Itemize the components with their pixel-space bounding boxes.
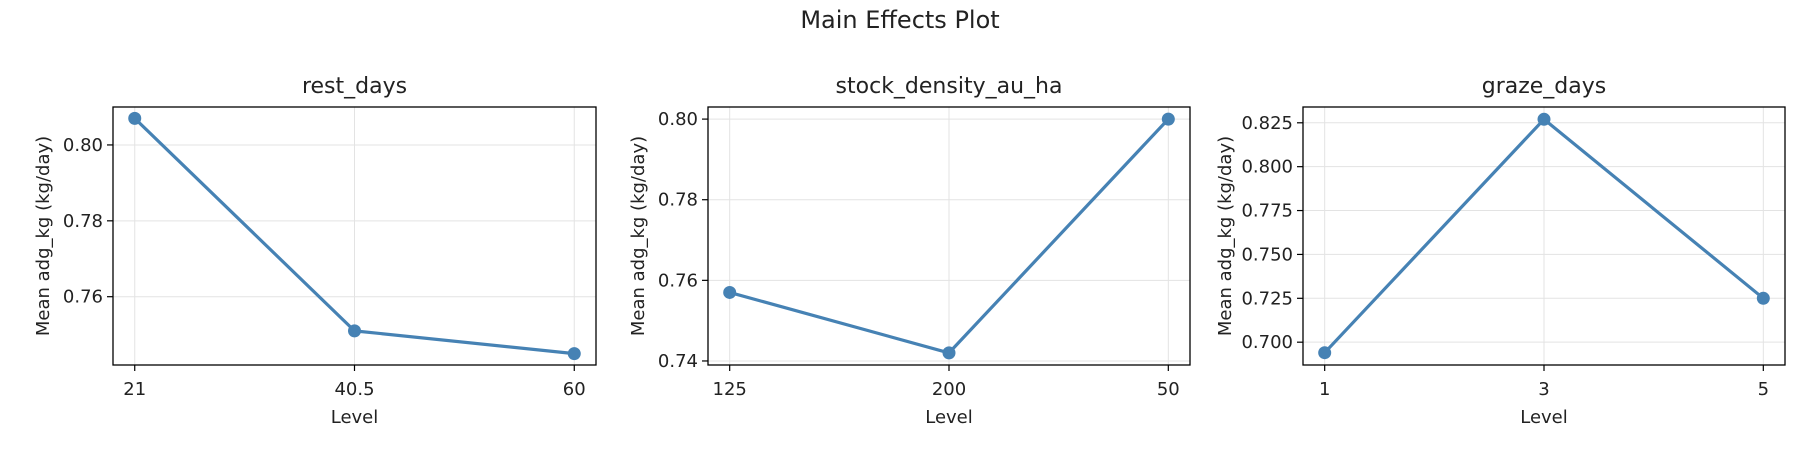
y-axis-label: Mean adg_kg (kg/day) — [628, 136, 649, 336]
panel-3: 0.700 0.725 0.750 0.775 0.800 0.825 1 3 5 graze_d… — [1215, 74, 1786, 428]
y-tick-label: 0.78 — [63, 211, 103, 232]
y-tick-label: 0.76 — [63, 287, 103, 308]
x-tick-label: 40.5 — [334, 379, 374, 400]
x-axis-label: Level — [1520, 407, 1568, 428]
panel-title: graze_days — [1482, 74, 1607, 99]
data-point — [1756, 291, 1770, 305]
panel-1: 0.76 0.78 0.80 21 40.5 60 rest_days Level Mean a… — [33, 74, 597, 428]
x-axis-label: Level — [331, 407, 379, 428]
y-tick-label: 0.74 — [658, 351, 698, 372]
y-tick-label: 0.775 — [1241, 201, 1293, 222]
data-point — [567, 347, 581, 361]
y-tick-label: 0.80 — [658, 109, 698, 130]
y-tick-label: 0.80 — [63, 135, 103, 156]
data-point — [348, 324, 361, 338]
y-tick-label: 0.825 — [1241, 113, 1293, 134]
y-tick-label: 0.700 — [1241, 332, 1293, 353]
x-tick-label: 1 — [1319, 379, 1330, 400]
data-point — [942, 346, 956, 360]
y-tick-label: 0.725 — [1241, 288, 1293, 309]
y-tick-label: 0.800 — [1241, 157, 1293, 178]
data-point — [128, 111, 142, 125]
x-tick-label: 50 — [1157, 379, 1180, 400]
data-point — [1318, 346, 1332, 360]
y-tick-label: 0.750 — [1241, 244, 1293, 265]
panel-title: rest_days — [302, 74, 407, 99]
y-axis-label: Mean adg_kg (kg/day) — [1215, 136, 1236, 336]
data-point — [1161, 112, 1175, 126]
panels: 0.76 0.78 0.80 21 40.5 60 rest_days Level Mean a… — [33, 74, 1786, 428]
panel-2: 0.74 0.76 0.78 0.80 125 200 50 stock_density_au… — [628, 74, 1191, 428]
y-axis-label: Mean adg_kg (kg/day) — [33, 136, 54, 336]
y-tick-label: 0.78 — [658, 190, 698, 211]
data-point — [723, 285, 737, 299]
data-point — [1537, 112, 1551, 126]
y-tick-label: 0.76 — [658, 270, 698, 291]
x-tick-label: 200 — [932, 379, 966, 400]
x-tick-label: 3 — [1538, 379, 1549, 400]
x-tick-label: 60 — [563, 379, 586, 400]
panel-title: stock_density_au_ha — [836, 74, 1063, 99]
figure-title: Main Effects Plot — [800, 6, 999, 34]
x-tick-label: 21 — [123, 379, 146, 400]
x-axis-label: Level — [925, 407, 973, 428]
x-tick-label: 5 — [1758, 379, 1769, 400]
x-tick-label: 125 — [713, 379, 747, 400]
